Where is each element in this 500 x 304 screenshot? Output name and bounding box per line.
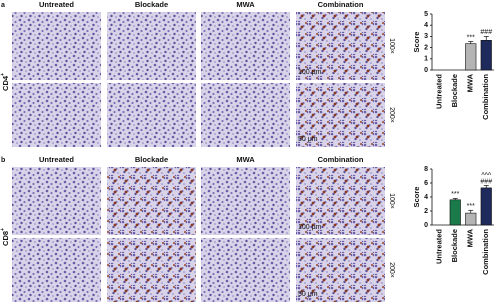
column-header: Untreated: [39, 0, 74, 9]
significance: ***: [451, 191, 459, 198]
category-label: Blockade: [450, 74, 459, 107]
category-label: MWA: [466, 73, 475, 92]
y-tick-label: 4: [424, 194, 428, 201]
column-header: Combination: [318, 155, 364, 164]
micrograph: [296, 167, 385, 235]
column-header: Blockade: [135, 155, 168, 164]
magnification: 200×: [388, 262, 395, 278]
micrograph: [296, 12, 385, 80]
column-header: MWA: [236, 155, 255, 164]
column-header: Untreated: [39, 155, 74, 164]
panel-label: a: [1, 2, 5, 9]
bar: [480, 40, 492, 71]
column-header: MWA: [236, 0, 255, 9]
y-tick-label: 1: [424, 56, 428, 63]
marker-sup: +: [0, 228, 6, 231]
column-header: Combination: [318, 0, 364, 9]
micrograph: [107, 167, 196, 235]
marker-name: CD8: [1, 231, 10, 246]
category-label: Blockade: [450, 229, 459, 262]
micrograph: [12, 167, 101, 235]
micrograph: [201, 12, 290, 80]
y-axis-label: Score: [412, 187, 421, 208]
scale-bar-label: 100 μm: [298, 224, 322, 231]
micrograph: [201, 167, 290, 235]
significance: ###: [480, 178, 492, 185]
micrograph: [12, 238, 101, 302]
category-label: MWA: [466, 228, 475, 247]
panel-label: b: [1, 157, 5, 164]
micrograph: [296, 238, 385, 302]
bar: [465, 43, 477, 71]
micrograph: [12, 83, 101, 147]
micrograph: [201, 83, 290, 147]
micrograph: [12, 12, 101, 80]
significance: ###: [480, 29, 492, 36]
bar: [480, 187, 492, 226]
category-label: Combination: [481, 74, 490, 120]
category-label: Combination: [481, 229, 490, 275]
y-tick-label: 6: [424, 180, 428, 187]
column-header: Blockade: [135, 0, 168, 9]
bar: [465, 212, 477, 226]
magnification: 100×: [388, 38, 395, 54]
category-label: Untreated: [435, 74, 444, 109]
significance: ***: [467, 34, 475, 41]
y-tick-label: 0: [424, 222, 428, 229]
marker-sup: +: [0, 73, 6, 76]
scale-bar-label: 50 μm: [298, 136, 318, 143]
category-label: Untreated: [435, 229, 444, 264]
y-axis-label: Score: [412, 32, 421, 53]
y-tick-label: 2: [424, 44, 428, 51]
marker-label: CD4+: [0, 73, 10, 91]
marker-label: CD8+: [0, 228, 10, 246]
bar: [449, 199, 461, 226]
y-tick-label: 4: [424, 22, 428, 29]
magnification: 200×: [388, 107, 395, 123]
scale-bar-label: 50 μm: [298, 291, 318, 298]
micrograph: [201, 238, 290, 302]
micrograph: [107, 12, 196, 80]
scale-bar-label: 100 μm: [298, 69, 322, 76]
y-tick-label: 8: [424, 166, 428, 173]
significance: ***: [467, 203, 475, 210]
y-tick-label: 2: [424, 208, 428, 215]
magnification: 100×: [388, 193, 395, 209]
micrograph: [296, 83, 385, 147]
micrograph: [107, 238, 196, 302]
y-tick-label: 3: [424, 33, 428, 40]
significance: ^^^: [481, 172, 492, 179]
micrograph: [107, 83, 196, 147]
y-tick-label: 5: [424, 11, 428, 18]
y-tick-label: 0: [424, 67, 428, 74]
marker-name: CD4: [1, 75, 10, 91]
